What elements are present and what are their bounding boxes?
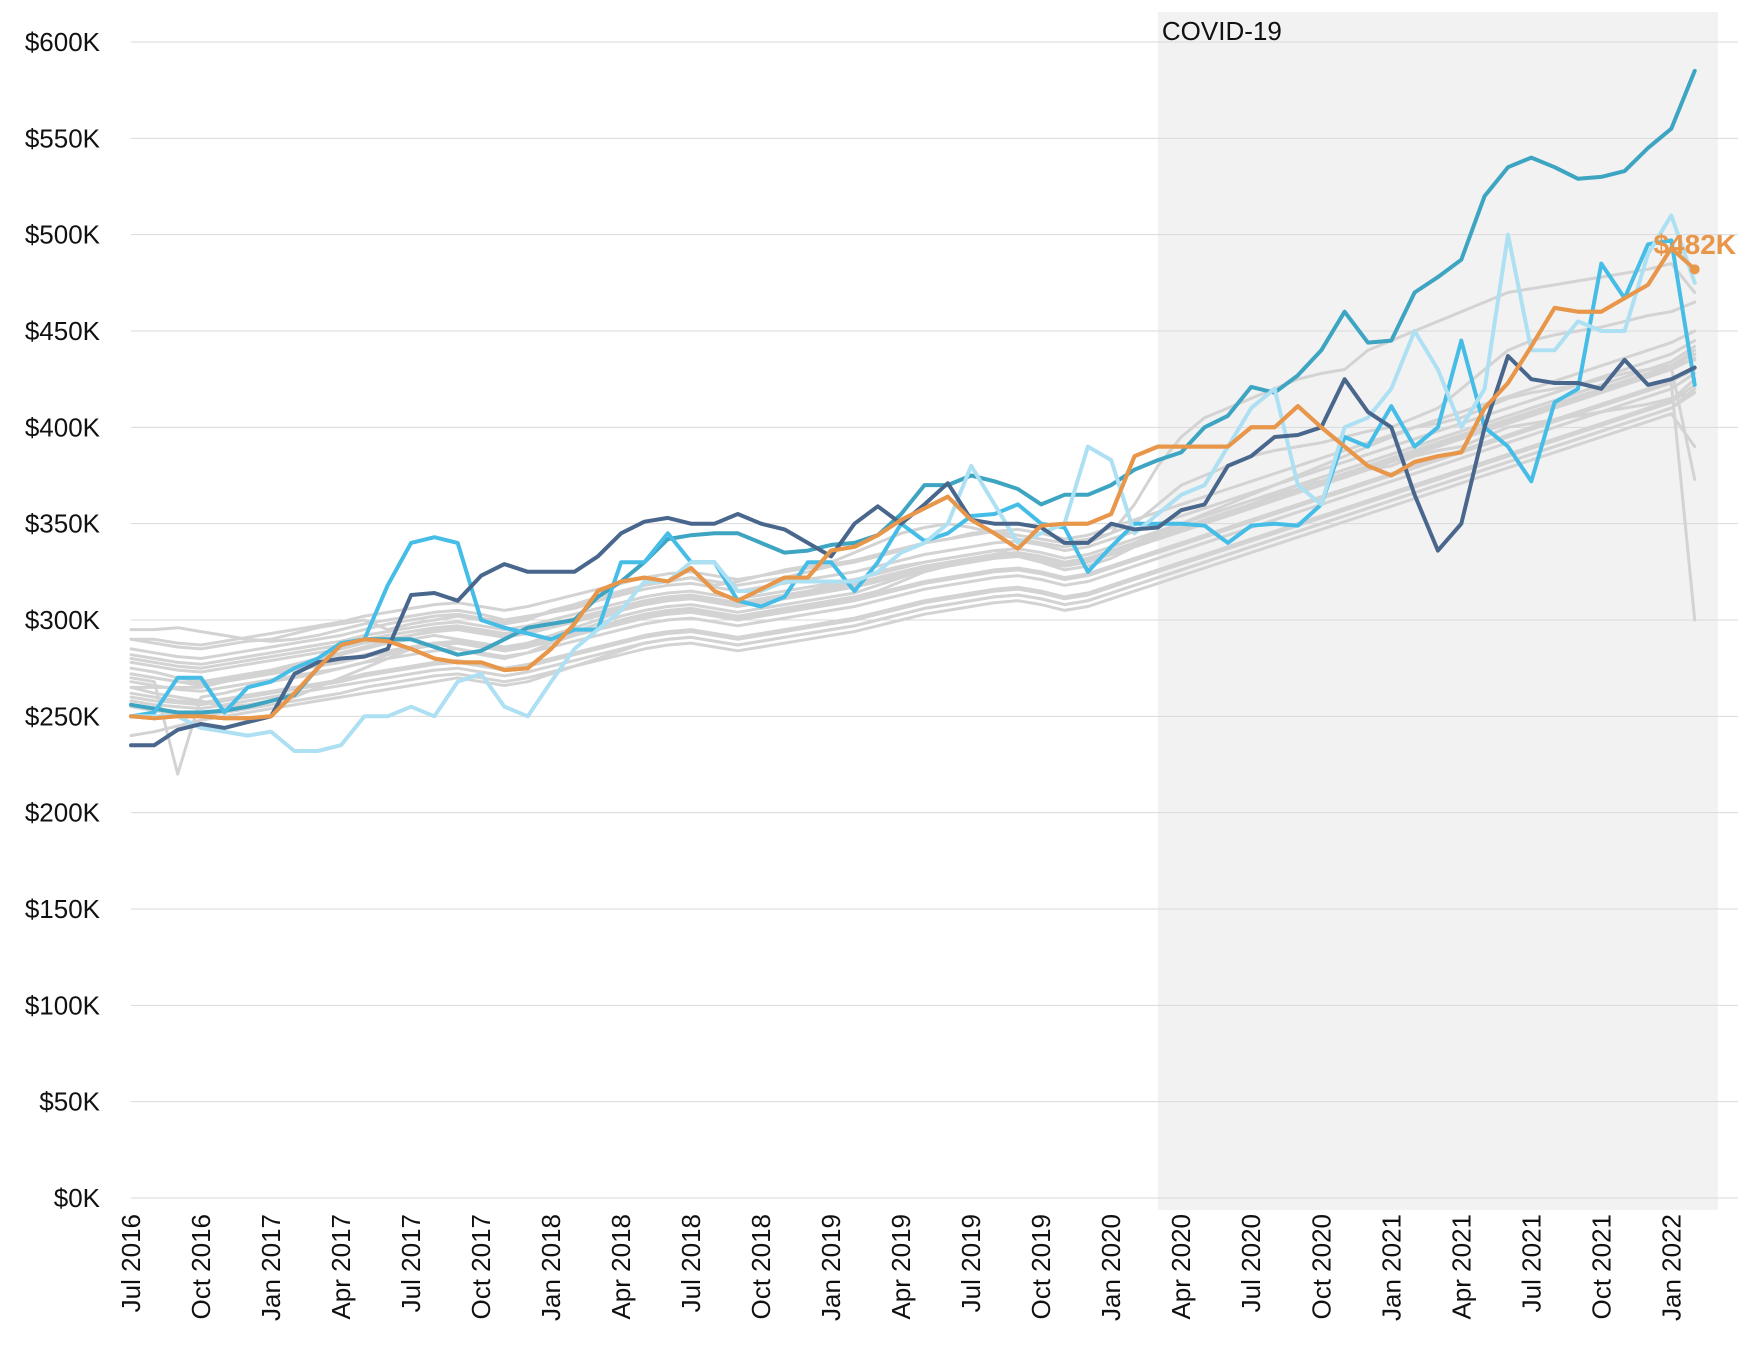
highlight-series-line-3 [129,213,1697,753]
x-tick-label: Jul 2021 [1516,1214,1546,1312]
y-tick-label: $450K [25,316,101,346]
end-value-label: $482K [1653,229,1736,260]
x-tick-label: Oct 2016 [186,1214,216,1320]
end-point-marker [1689,264,1700,275]
y-tick-label: $500K [25,220,101,250]
y-tick-label: $550K [25,123,101,153]
context-series-line [129,383,1697,707]
x-tick-label: Jan 2020 [1096,1214,1126,1321]
x-tick-label: Jul 2017 [396,1214,426,1312]
y-tick-label: $50K [39,1087,100,1117]
x-tick-label: Oct 2018 [746,1214,776,1320]
context-series-line [129,391,1697,738]
context-series-line [129,352,1697,670]
y-tick-label: $100K [25,990,101,1020]
x-tick-label: Apr 2020 [1166,1214,1196,1320]
x-tick-label: Jan 2021 [1376,1214,1406,1321]
annotations: $482K [1653,229,1736,275]
x-tick-label: Oct 2019 [1026,1214,1056,1320]
context-series-line [129,377,1697,705]
y-tick-label: $300K [25,605,101,635]
y-axis: $0K $50K $100K $150K $200K $250K $300K $350K $40… [25,27,101,1213]
x-tick-label: Jul 2020 [1236,1214,1266,1312]
context-series-line [129,381,1697,687]
y-tick-label: $600K [25,27,101,57]
labeled-series-line [129,246,1697,721]
context-series-line [129,371,1697,693]
y-tick-label: $0K [54,1183,101,1213]
x-tick-label: Oct 2020 [1306,1214,1336,1320]
highlight-series [129,68,1697,753]
shaded-region-label: COVID-19 [1162,16,1282,46]
x-axis: Jul 2016 Oct 2016 Jan 2017 Apr 2017 Jul 2017… [116,1214,1686,1321]
y-tick-label: $200K [25,798,101,828]
x-tick-label: Jul 2019 [956,1214,986,1312]
context-series-line [129,368,1697,686]
x-tick-label: Jan 2022 [1656,1214,1686,1321]
x-tick-label: Jul 2018 [676,1214,706,1312]
shaded-region-layer: COVID-19 [1157,12,1718,1210]
y-tick-label: $350K [25,509,101,539]
covid-shaded-region [1157,12,1718,1210]
context-series-line [129,344,1697,666]
y-tick-label: $250K [25,701,101,731]
x-tick-label: Apr 2018 [606,1214,636,1320]
x-tick-label: Jan 2019 [816,1214,846,1321]
x-tick-label: Jul 2016 [116,1214,146,1312]
x-tick-label: Apr 2021 [1446,1214,1476,1320]
highlight-series-line-2 [129,238,1697,719]
x-tick-label: Apr 2019 [886,1214,916,1320]
x-tick-label: Apr 2017 [326,1214,356,1320]
x-tick-label: Oct 2021 [1586,1214,1616,1320]
y-tick-label: $150K [25,894,101,924]
x-tick-label: Oct 2017 [466,1214,496,1320]
context-series-line [129,412,1697,718]
y-tick-label: $400K [25,412,101,442]
x-tick-label: Jan 2017 [256,1214,286,1321]
x-tick-label: Jan 2018 [536,1214,566,1321]
